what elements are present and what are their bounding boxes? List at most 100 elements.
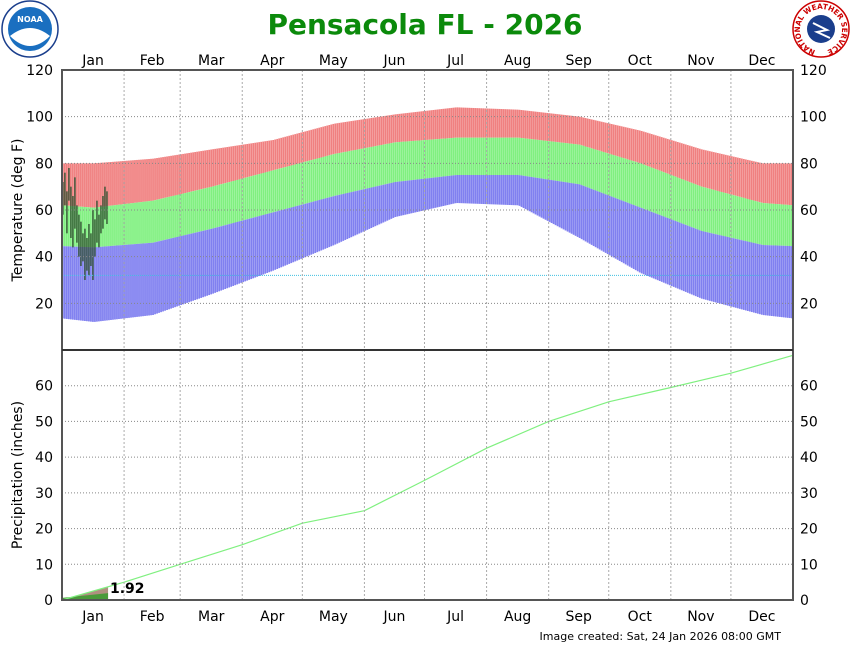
- record-low-bar: [700, 231, 703, 299]
- record-low-bar: [246, 219, 249, 281]
- normal-range-bar: [752, 200, 755, 243]
- normal-range-bar: [154, 200, 156, 243]
- record-low-bar: [572, 183, 575, 235]
- record-low-bar: [656, 214, 659, 281]
- record-low-bar: [662, 216, 665, 283]
- record-low-bar: [688, 226, 691, 294]
- normal-range-bar: [222, 183, 225, 226]
- record-high-bar: [446, 108, 449, 139]
- normal-range-bar: [164, 197, 166, 240]
- record-low-bar: [606, 195, 609, 255]
- normal-range-bar: [460, 137, 463, 175]
- normal-range-bar: [786, 204, 789, 246]
- observed-temp-bar: [74, 177, 76, 229]
- record-low-bar: [394, 182, 397, 217]
- normal-range-bar: [156, 199, 158, 242]
- record-low-bar: [300, 204, 303, 259]
- record-low-bar: [578, 184, 581, 238]
- record-low-bar: [478, 175, 481, 204]
- normal-range-bar: [206, 187, 208, 230]
- record-high-bar: [756, 162, 759, 202]
- record-low-bar: [336, 195, 339, 244]
- normal-range-bar: [668, 174, 671, 219]
- record-high-bar: [326, 125, 329, 156]
- record-high-bar: [394, 114, 397, 143]
- record-low-bar: [254, 217, 257, 278]
- normal-range-bar: [526, 138, 529, 177]
- record-low-bar: [698, 230, 701, 298]
- record-high-bar: [336, 123, 339, 154]
- record-low-bar: [494, 175, 497, 205]
- record-low-bar: [534, 177, 537, 215]
- normal-range-bar: [220, 184, 223, 227]
- record-high-bar: [718, 153, 721, 192]
- record-low-bar: [114, 245, 116, 320]
- record-high-bar: [160, 157, 162, 199]
- record-low-bar: [460, 175, 463, 204]
- record-low-bar: [124, 244, 126, 319]
- month-label-bottom: Apr: [260, 609, 284, 625]
- record-high-bar: [458, 107, 461, 138]
- normal-range-bar: [732, 195, 735, 239]
- record-high-bar: [730, 156, 733, 195]
- normal-range-bar: [626, 159, 629, 203]
- record-low-bar: [486, 175, 489, 205]
- precip-tick-right: 50: [800, 414, 818, 430]
- normal-range-bar: [112, 205, 114, 246]
- record-high-bar: [266, 140, 269, 172]
- normal-range-bar: [768, 203, 771, 246]
- normal-range-bar: [712, 189, 715, 234]
- record-high-bar: [102, 162, 104, 207]
- record-low-bar: [186, 234, 188, 303]
- record-low-bar: [744, 241, 747, 311]
- record-low-bar: [206, 229, 208, 296]
- normal-range-bar: [196, 190, 198, 233]
- footer-timestamp: Image created: Sat, 24 Jan 2026 08:00 GM…: [540, 630, 782, 643]
- normal-range-bar: [142, 201, 144, 244]
- normal-range-bar: [590, 148, 593, 189]
- record-high-bar: [764, 163, 767, 204]
- record-low-bar: [250, 218, 253, 280]
- record-high-bar: [776, 163, 779, 205]
- record-low-bar: [686, 225, 689, 293]
- record-high-bar: [410, 112, 413, 142]
- record-high-bar: [522, 110, 525, 139]
- record-high-bar: [294, 134, 297, 165]
- normal-range-bar: [736, 196, 739, 240]
- normal-range-bar: [332, 154, 335, 197]
- normal-range-bar: [308, 160, 311, 203]
- record-high-bar: [402, 113, 405, 142]
- record-high-bar: [358, 119, 361, 150]
- record-high-bar: [544, 112, 547, 141]
- normal-range-bar: [380, 145, 383, 186]
- record-low-bar: [218, 226, 221, 292]
- record-low-bar: [272, 212, 275, 271]
- record-high-bar: [112, 161, 114, 206]
- record-low-bar: [704, 231, 707, 300]
- record-high-bar: [602, 122, 605, 153]
- record-low-bar: [746, 241, 749, 311]
- month-label-bottom: Oct: [628, 609, 653, 625]
- record-low-bar: [472, 175, 475, 204]
- nws-logo: NATIONAL WEATHER SERVICE: [792, 0, 850, 58]
- record-low-bar: [650, 211, 653, 278]
- normal-range-bar: [210, 186, 213, 229]
- record-low-bar: [200, 231, 202, 298]
- record-high-bar: [548, 113, 551, 142]
- record-high-bar: [512, 109, 515, 138]
- record-high-bar: [188, 152, 190, 193]
- record-low-bar: [652, 212, 655, 279]
- record-high-bar: [236, 145, 239, 180]
- record-low-bar: [388, 183, 391, 220]
- normal-range-bar: [484, 137, 487, 175]
- normal-range-bar: [436, 139, 439, 178]
- record-low-bar: [334, 195, 337, 245]
- record-high-bar: [576, 116, 579, 145]
- record-low-bar: [326, 197, 329, 248]
- record-low-bar: [232, 223, 235, 286]
- record-low-bar: [118, 245, 120, 320]
- record-high-bar: [186, 153, 188, 193]
- normal-range-bar: [662, 172, 665, 217]
- temperature-bars: [62, 107, 793, 322]
- normal-range-bar: [652, 168, 655, 213]
